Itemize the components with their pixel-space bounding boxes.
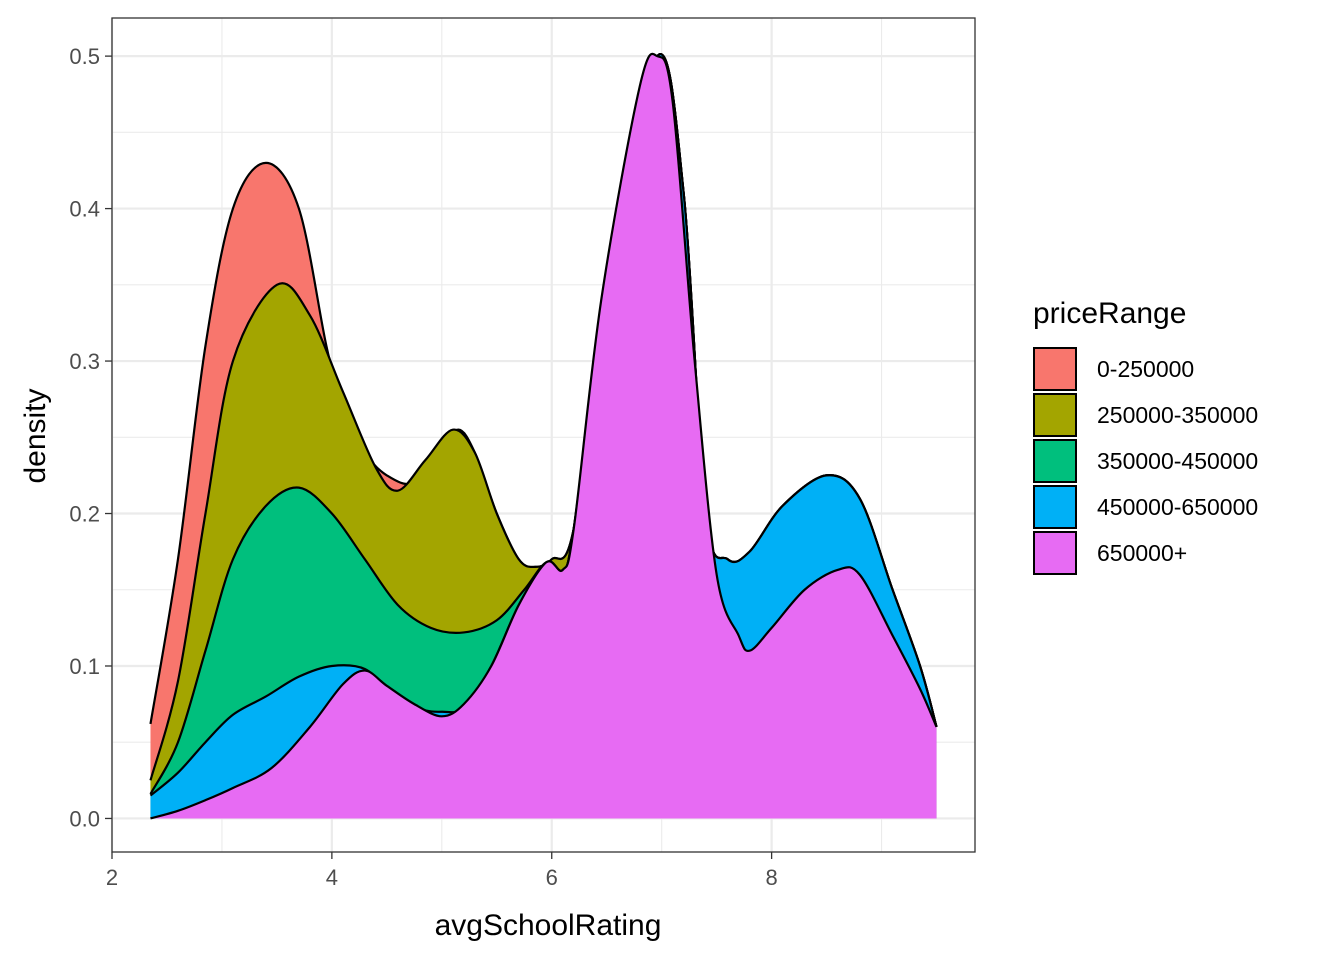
y-tick-label: 0.2: [69, 502, 100, 527]
y-axis: 0.0 0.1 0.2 0.3 0.4 0.5: [69, 44, 112, 831]
x-tick-label: 6: [546, 865, 558, 890]
x-axis-title: avgSchoolRating: [435, 909, 662, 942]
legend-key-450000-650000: [1033, 485, 1077, 529]
x-tick-label: 4: [326, 865, 338, 890]
area-650000+: [150, 53, 937, 819]
legend-label: 350000-450000: [1097, 448, 1258, 474]
legend-title: priceRange: [1033, 297, 1186, 330]
legend-label: 0-250000: [1097, 356, 1194, 382]
legend: priceRange 0-250000 250000-350000 350000-4…: [1033, 297, 1258, 575]
legend-key-650000+: [1033, 531, 1077, 575]
legend-key-350000-450000: [1033, 439, 1077, 483]
area-outline-650000+: [150, 52, 938, 820]
y-axis-title: density: [19, 388, 52, 483]
legend-key-250000-350000: [1033, 393, 1077, 437]
density-areas: [149, 52, 938, 820]
y-tick-label: 0.1: [69, 654, 100, 679]
x-tick-label: 2: [106, 865, 118, 890]
y-tick-label: 0.4: [69, 197, 100, 222]
y-tick-label: 0.5: [69, 44, 100, 69]
panel-border: [111, 17, 976, 853]
x-tick-label: 8: [765, 865, 777, 890]
y-tick-label: 0.0: [69, 806, 100, 831]
legend-label: 450000-650000: [1097, 494, 1258, 520]
x-axis: 2 4 6 8: [106, 852, 778, 890]
legend-key-0-250000: [1033, 347, 1077, 391]
y-tick-label: 0.3: [69, 349, 100, 374]
legend-label: 650000+: [1097, 540, 1187, 566]
area-450000-650000: [150, 54, 937, 819]
legend-label: 250000-350000: [1097, 402, 1258, 428]
